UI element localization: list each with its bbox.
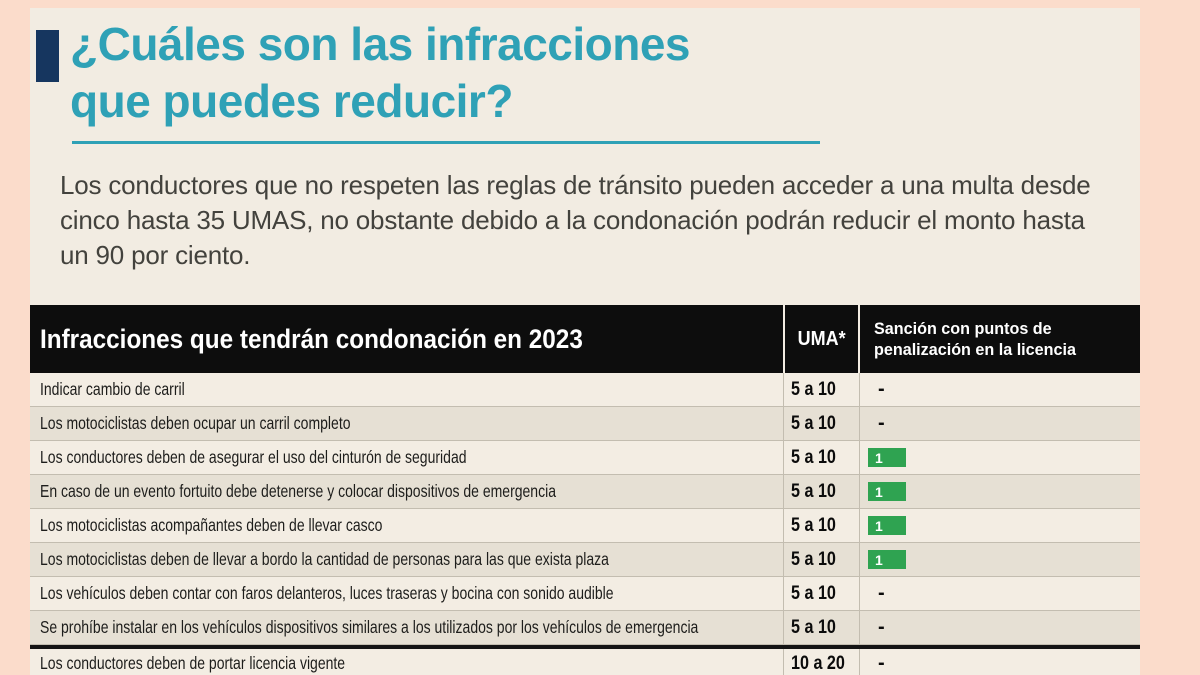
infractions-table: Infracciones que tendrán condonación en … [30, 305, 1140, 675]
infraction-cell: Los motociclistas acompañantes deben de … [30, 509, 783, 542]
uma-cell: 5 a 10 [783, 509, 860, 542]
penalty-cell: - [860, 649, 1140, 675]
uma-cell: 5 a 10 [783, 577, 860, 610]
penalty-cell: - [860, 373, 1140, 406]
header-penalty-label: Sanción con puntos de penalización en la… [874, 318, 1076, 359]
table-row: Los vehículos deben contar con faros del… [30, 577, 1140, 611]
table-rows: Indicar cambio de carril 5 a 10 - Los mo… [30, 373, 1140, 675]
uma-cell: 5 a 10 [783, 611, 860, 644]
penalty-dash: - [878, 582, 885, 604]
title-underline [72, 141, 820, 144]
content-panel: ¿Cuáles son las infracciones que puedes r… [30, 8, 1140, 675]
uma-cell: 5 a 10 [783, 441, 860, 474]
uma-value: 5 a 10 [791, 616, 836, 638]
table-row: En caso de un evento fortuito debe deten… [30, 475, 1140, 509]
infraction-cell: Se prohíbe instalar en los vehículos dis… [30, 611, 783, 644]
penalty-cell: 1 [860, 509, 1140, 542]
infraction-cell: Los vehículos deben contar con faros del… [30, 577, 783, 610]
infraction-text: Los motociclistas acompañantes deben de … [40, 515, 383, 535]
infraction-text: Los conductores deben de portar licencia… [40, 653, 346, 673]
infraction-text: Los motociclistas deben de llevar a bord… [40, 549, 609, 569]
penalty-cell: - [860, 577, 1140, 610]
uma-value: 5 a 10 [791, 378, 836, 400]
infraction-text: Los vehículos deben contar con faros del… [40, 583, 614, 603]
uma-cell: 5 a 10 [783, 407, 860, 440]
uma-value: 5 a 10 [791, 548, 836, 570]
uma-value: 5 a 10 [791, 514, 836, 536]
uma-value: 5 a 10 [791, 446, 836, 468]
table-row: Indicar cambio de carril 5 a 10 - [30, 373, 1140, 407]
penalty-cell: - [860, 611, 1140, 644]
uma-cell: 5 a 10 [783, 543, 860, 576]
page-title: ¿Cuáles son las infracciones que puedes r… [70, 16, 691, 130]
intro-text: Los conductores que no respeten las regl… [60, 170, 1091, 270]
penalty-dash: - [878, 412, 885, 434]
table-header-row: Infracciones que tendrán condonación en … [30, 305, 1140, 373]
infraction-cell: Los motociclistas deben de llevar a bord… [30, 543, 783, 576]
title-accent-bar [36, 30, 59, 82]
header-uma-label: UMA* [797, 327, 846, 350]
infraction-cell: Indicar cambio de carril [30, 373, 783, 406]
infraction-text: Se prohíbe instalar en los vehículos dis… [40, 617, 699, 637]
infraction-text: En caso de un evento fortuito debe deten… [40, 481, 556, 501]
penalty-points-badge: 1 [868, 516, 906, 535]
infraction-cell: Los conductores deben de portar licencia… [30, 649, 783, 675]
infraction-cell: Los conductores deben de asegurar el uso… [30, 441, 783, 474]
table-row: Los motociclistas deben ocupar un carril… [30, 407, 1140, 441]
table-row: Los conductores deben de portar licencia… [30, 645, 1140, 675]
penalty-points-badge: 1 [868, 550, 906, 569]
penalty-cell: 1 [860, 475, 1140, 508]
uma-cell: 5 a 10 [783, 475, 860, 508]
uma-value: 5 a 10 [791, 412, 836, 434]
uma-cell: 5 a 10 [783, 373, 860, 406]
page-title-line1: ¿Cuáles son las infracciones [70, 18, 691, 70]
infraction-cell: Los motociclistas deben ocupar un carril… [30, 407, 783, 440]
infraction-text: Los conductores deben de asegurar el uso… [40, 447, 467, 467]
header-penalty-column: Sanción con puntos de penalización en la… [860, 305, 1140, 373]
penalty-cell: - [860, 407, 1140, 440]
table-row: Los conductores deben de asegurar el uso… [30, 441, 1140, 475]
penalty-points-badge: 1 [868, 448, 906, 467]
infraction-cell: En caso de un evento fortuito debe deten… [30, 475, 783, 508]
infraction-text: Indicar cambio de carril [40, 379, 185, 399]
uma-value: 5 a 10 [791, 480, 836, 502]
header-uma-column: UMA* [783, 305, 860, 373]
table-row: Los motociclistas deben de llevar a bord… [30, 543, 1140, 577]
penalty-dash: - [878, 652, 885, 674]
uma-value: 5 a 10 [791, 582, 836, 604]
table-row: Se prohíbe instalar en los vehículos dis… [30, 611, 1140, 645]
penalty-cell: 1 [860, 543, 1140, 576]
penalty-dash: - [878, 378, 885, 400]
infraction-text: Los motociclistas deben ocupar un carril… [40, 413, 351, 433]
page-title-line2: que puedes reducir? [70, 75, 513, 127]
header-infraction-column: Infracciones que tendrán condonación en … [30, 305, 783, 373]
penalty-points-badge: 1 [868, 482, 906, 501]
uma-value: 10 a 20 [791, 652, 845, 674]
penalty-cell: 1 [860, 441, 1140, 474]
penalty-dash: - [878, 616, 885, 638]
uma-cell: 10 a 20 [783, 649, 860, 675]
header-infraction-label: Infracciones que tendrán condonación en … [40, 323, 583, 354]
table-row: Los motociclistas acompañantes deben de … [30, 509, 1140, 543]
